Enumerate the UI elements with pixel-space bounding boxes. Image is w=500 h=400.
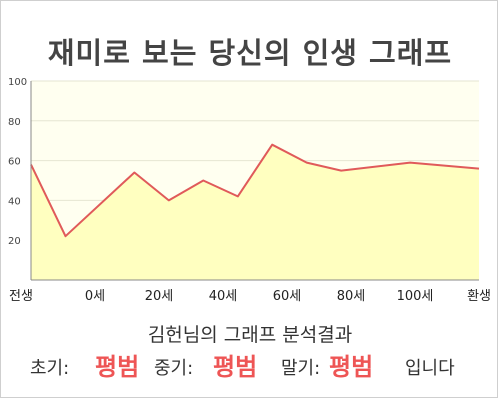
mid-label: 중기: — [154, 358, 194, 379]
late-label: 말기: — [281, 358, 321, 379]
area-fill — [31, 144, 479, 280]
y-tick-label: 20 — [8, 236, 21, 247]
early-value: 평범 — [95, 353, 140, 381]
x-tick-label: 60세 — [273, 289, 302, 304]
y-tick-label: 80 — [8, 117, 21, 128]
y-tick-label: 40 — [8, 196, 21, 207]
x-tick-label: 환생 — [467, 289, 491, 304]
life-graph-chart: 20 40 60 80 100 전생 0세 20세 40세 60세 80세 100세 환생 — [8, 77, 491, 304]
x-tick-label: 0세 — [85, 289, 105, 304]
analysis-heading: 김헌님의 그래프 분석결과 — [147, 324, 353, 346]
analysis-summary: 초기: 평범 중기: 평범 말기: 평범 입니다 — [0, 345, 500, 381]
series-line — [30, 143, 480, 238]
x-axis-ticks: 전생 0세 20세 40세 60세 80세 100세 환생 — [9, 289, 491, 304]
y-axis-ticks: 20 40 60 80 100 — [8, 77, 27, 247]
x-tick-label: 80세 — [337, 289, 366, 304]
early-label: 초기: — [30, 358, 70, 379]
x-tick-label: 전생 — [9, 289, 33, 304]
x-tick-label: 20세 — [145, 289, 174, 304]
y-tick-label: 100 — [8, 77, 27, 88]
x-tick-label: 40세 — [209, 289, 238, 304]
ending-text: 입니다 — [405, 358, 455, 379]
mid-value: 평범 — [213, 353, 258, 381]
late-value: 평범 — [329, 353, 374, 381]
chart-title: 재미로 보는 당신의 인생 그래프 — [47, 36, 453, 70]
x-tick-label: 100세 — [397, 289, 434, 304]
y-tick-label: 60 — [8, 157, 21, 168]
